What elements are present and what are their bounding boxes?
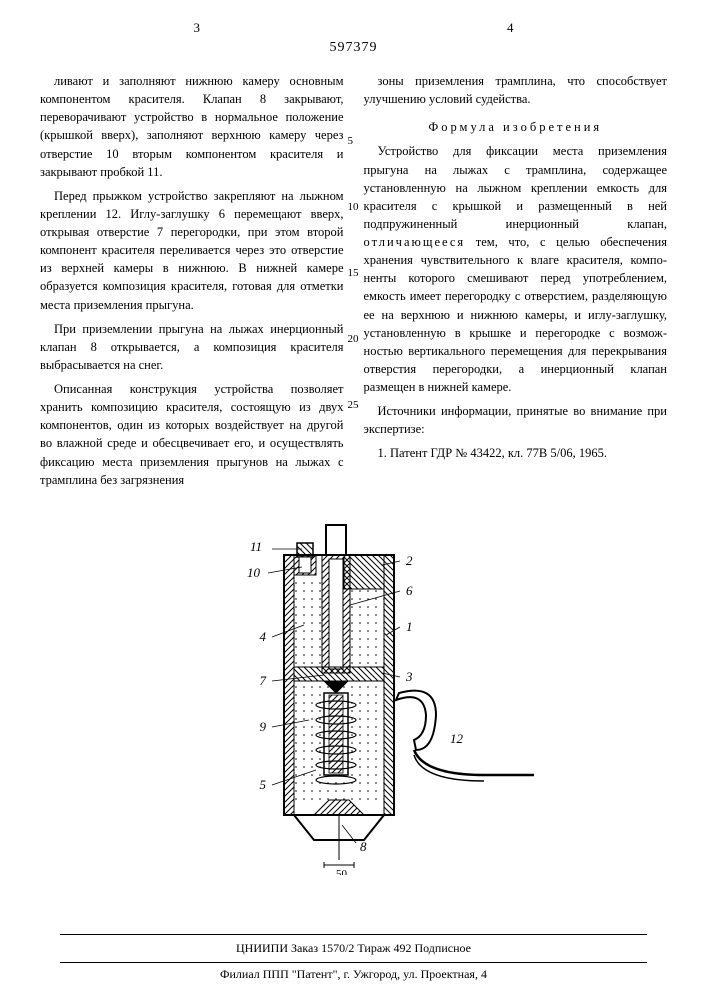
figure: 11 10 4 7 9 5 2 6 1 3 12 8 50 [40,515,667,895]
footer: ЦНИИПИ Заказ 1570/2 Тираж 492 Подписное … [60,934,647,982]
left-p3: При приземлении прыгуна на лыжах инерцио… [40,320,344,374]
left-p2: Перед прыжком устройство закрепляют на л… [40,187,344,314]
fig-label-2: 2 [406,553,413,568]
left-p1: ливают и заполняют нижнюю камеру ос­новн… [40,72,344,181]
left-column: ливают и заполняют нижнюю камеру ос­новн… [40,72,344,495]
right-column: 5 10 15 20 25 зоны приземления трамплина… [364,72,668,495]
patent-number: 597379 [40,40,667,56]
line-num-25: 25 [348,398,359,414]
right-page-num: 4 [507,20,514,36]
fig-label-3: 3 [405,669,413,684]
fig-label-7: 7 [259,673,266,688]
fig-label-1: 1 [406,619,413,634]
footer-line1: ЦНИИПИ Заказ 1570/2 Тираж 492 Подписное [60,941,647,956]
page-header: 3 4 [40,20,667,36]
right-p3: Источники информации, принятые во вни­ма… [364,402,668,438]
fig-label-11: 11 [249,539,261,554]
fig-scale-label: 50 [336,868,348,875]
fig-label-9: 9 [259,719,266,734]
line-num-15: 15 [348,266,359,282]
fig-label-12: 12 [450,731,464,746]
formula-title: Формула изобретения [364,118,668,136]
right-p4: 1. Патент ГДР № 43422, кл. 77В 5/06, 196… [364,444,668,462]
text-columns: ливают и заполняют нижнюю камеру ос­новн… [40,72,667,495]
fig-label-10: 10 [247,565,261,580]
fig-label-6: 6 [406,583,413,598]
device-diagram-svg: 11 10 4 7 9 5 2 6 1 3 12 8 50 [164,515,544,875]
fig-label-8: 8 [360,839,367,854]
footer-line2: Филиал ППП "Патент", г. Ужгород, ул. Про… [60,962,647,982]
fig-label-5: 5 [259,777,266,792]
right-p1: зоны приземления трамплина, что способ­с… [364,72,668,108]
fig-label-4: 4 [259,629,266,644]
right-p2: Устройство для фиксации места призем­лен… [364,142,668,396]
left-p4: Описанная конструкция устройства поз­вол… [40,380,344,489]
line-num-5: 5 [348,134,354,150]
line-num-20: 20 [348,332,359,348]
left-page-num: 3 [194,20,201,36]
line-num-10: 10 [348,200,359,216]
